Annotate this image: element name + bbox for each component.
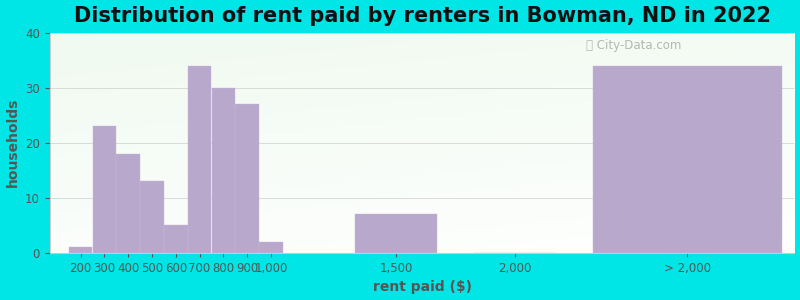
Bar — [235, 104, 259, 253]
Bar — [593, 66, 782, 253]
Bar — [117, 154, 140, 253]
Bar — [354, 214, 437, 253]
Bar — [164, 225, 187, 253]
Bar — [69, 248, 93, 253]
Bar — [212, 88, 235, 253]
Bar — [140, 181, 164, 253]
Bar — [259, 242, 282, 253]
Text: ⓘ City-Data.com: ⓘ City-Data.com — [586, 39, 682, 52]
X-axis label: rent paid ($): rent paid ($) — [373, 280, 471, 294]
Title: Distribution of rent paid by renters in Bowman, ND in 2022: Distribution of rent paid by renters in … — [74, 6, 770, 26]
Bar — [188, 66, 211, 253]
Bar — [93, 126, 116, 253]
Y-axis label: households: households — [6, 98, 19, 188]
